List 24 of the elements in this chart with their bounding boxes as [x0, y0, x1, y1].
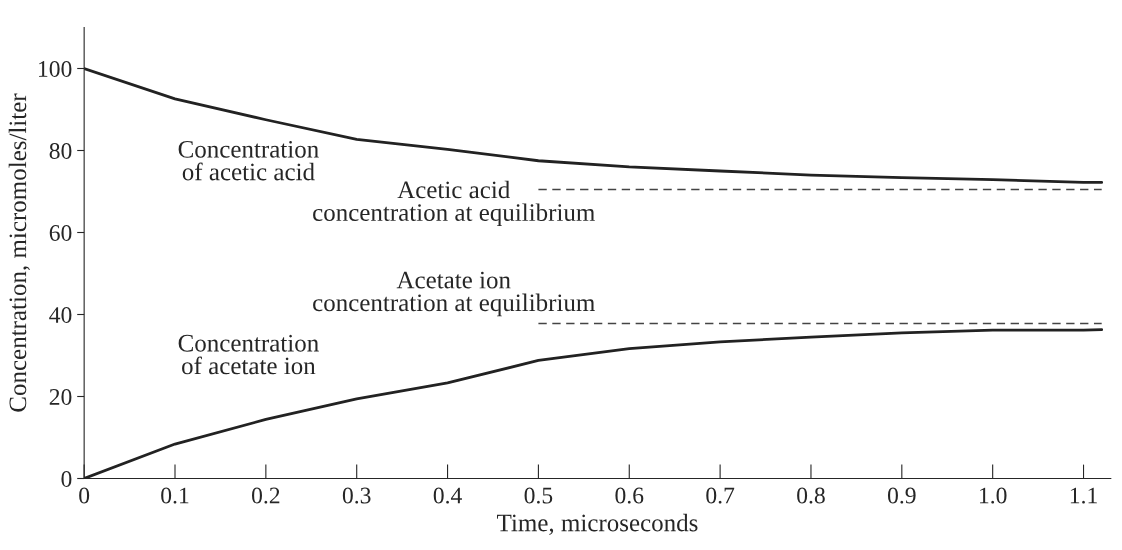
x-tick-label: 0 [79, 487, 90, 504]
x-tick-label: 0.2 [252, 487, 280, 504]
x-tick-label: 0.8 [797, 487, 825, 504]
x-tick-label: 0.3 [342, 487, 371, 504]
x-tick-label: 0.5 [524, 487, 553, 504]
annotation: Acetate ion concentration at equilibrium [313, 271, 595, 317]
x-tick-label: 1.0 [979, 487, 1007, 504]
x-tick-label: 0.4 [433, 487, 462, 504]
y-tick-label: 100 [39, 60, 72, 77]
x-tick-label: 1.1 [1070, 487, 1097, 504]
x-tick-label: 0.9 [887, 487, 916, 504]
annotation: Acetic acid concentration at equilibrium [313, 180, 595, 227]
annotation: Concentration of acetic acid [178, 140, 319, 181]
x-axis-title: Time, microseconds [496, 513, 698, 535]
y-tick-label: 80 [49, 142, 72, 159]
y-tick-label: 40 [49, 306, 72, 323]
y-tick-label: 20 [49, 388, 72, 405]
annotation: Concentration of acetate ion [178, 334, 319, 375]
y-tick-label: 0 [61, 470, 72, 487]
x-tick-label: 0.1 [161, 487, 189, 504]
y-tick-label: 60 [49, 224, 72, 241]
x-tick-label: 0.6 [615, 487, 644, 504]
y-axis-title: Concentration, micromoles/liter [8, 93, 30, 412]
x-tick-label: 0.7 [706, 487, 735, 504]
